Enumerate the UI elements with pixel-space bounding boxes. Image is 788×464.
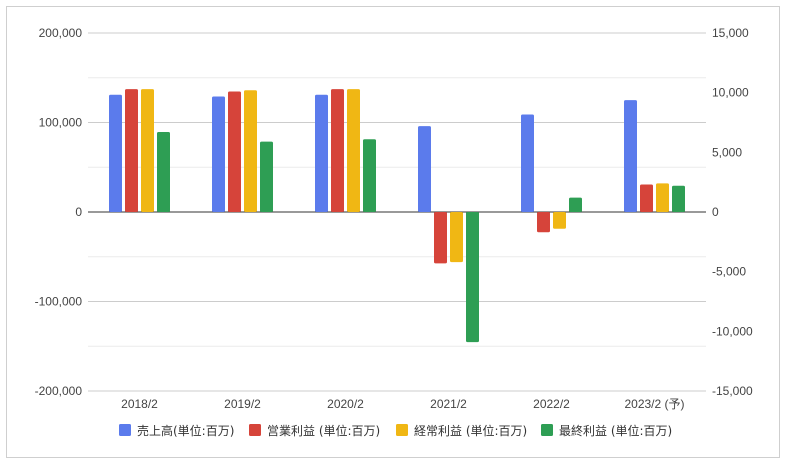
bar xyxy=(418,126,431,212)
bar xyxy=(521,114,534,212)
bar xyxy=(656,183,669,212)
right-axis-tick-label: 5,000 xyxy=(712,145,742,159)
legend-swatch xyxy=(541,424,553,436)
right-axis-tick-label: -10,000 xyxy=(712,324,753,338)
bar xyxy=(331,89,344,212)
bar xyxy=(109,94,122,212)
left-axis-tick-label: 100,000 xyxy=(39,116,83,130)
right-axis-tick-label: -15,000 xyxy=(712,384,753,398)
left-axis-tick-label: 200,000 xyxy=(39,26,83,40)
bar xyxy=(244,90,257,212)
right-axis-tick-labels: 15,000 10,000 5,000 0 -5,000 -10,000 -15,000 xyxy=(712,26,753,398)
bar xyxy=(450,212,463,263)
legend-label: 経常利益 (単位:百万) xyxy=(414,423,527,438)
legend-swatch xyxy=(119,424,131,436)
left-axis-tick-label: -200,000 xyxy=(35,384,83,398)
bar xyxy=(157,132,170,212)
category-label: 2022/2 xyxy=(533,397,570,411)
category-label: 2019/2 xyxy=(224,397,261,411)
right-axis-tick-label: 0 xyxy=(712,205,719,219)
bar xyxy=(434,212,447,264)
legend-label: 売上高(単位:百万) xyxy=(137,423,234,438)
category-label: 2023/2 (予) xyxy=(624,397,684,411)
bar xyxy=(363,139,376,212)
bars xyxy=(109,89,685,343)
legend-label: 最終利益 (単位:百万) xyxy=(559,423,672,438)
bar xyxy=(569,197,582,212)
legend-swatch xyxy=(396,424,408,436)
chart-frame xyxy=(6,6,780,458)
bar xyxy=(347,89,360,212)
legend: 売上高(単位:百万) 営業利益 (単位:百万) 経常利益 (単位:百万) 最終利益 (… xyxy=(119,423,672,438)
legend-swatch xyxy=(249,424,261,436)
bar xyxy=(624,100,637,212)
bar xyxy=(672,185,685,212)
legend-label: 営業利益 (単位:百万) xyxy=(267,423,380,438)
bar xyxy=(466,212,479,343)
bar xyxy=(640,184,653,212)
bar xyxy=(141,89,154,212)
category-label: 2020/2 xyxy=(327,397,364,411)
category-labels: 2018/2 2019/2 2020/2 2021/2 2022/2 2023/2 (予) xyxy=(121,397,684,411)
bar xyxy=(125,89,138,212)
bar xyxy=(537,212,550,233)
left-axis-tick-label: -100,000 xyxy=(35,295,83,309)
bar xyxy=(315,94,328,212)
bar xyxy=(553,212,566,229)
right-axis-tick-label: 10,000 xyxy=(712,86,749,100)
right-axis-tick-label: 15,000 xyxy=(712,26,749,40)
category-label: 2018/2 xyxy=(121,397,158,411)
grid-lines xyxy=(88,32,706,392)
bar xyxy=(228,91,241,212)
bar xyxy=(212,96,225,212)
left-axis-tick-label: 0 xyxy=(75,205,82,219)
bar xyxy=(260,141,273,212)
category-label: 2021/2 xyxy=(430,397,467,411)
left-axis-tick-labels: 200,000 100,000 0 -100,000 -200,000 xyxy=(35,26,83,398)
right-axis-tick-label: -5,000 xyxy=(712,265,746,279)
